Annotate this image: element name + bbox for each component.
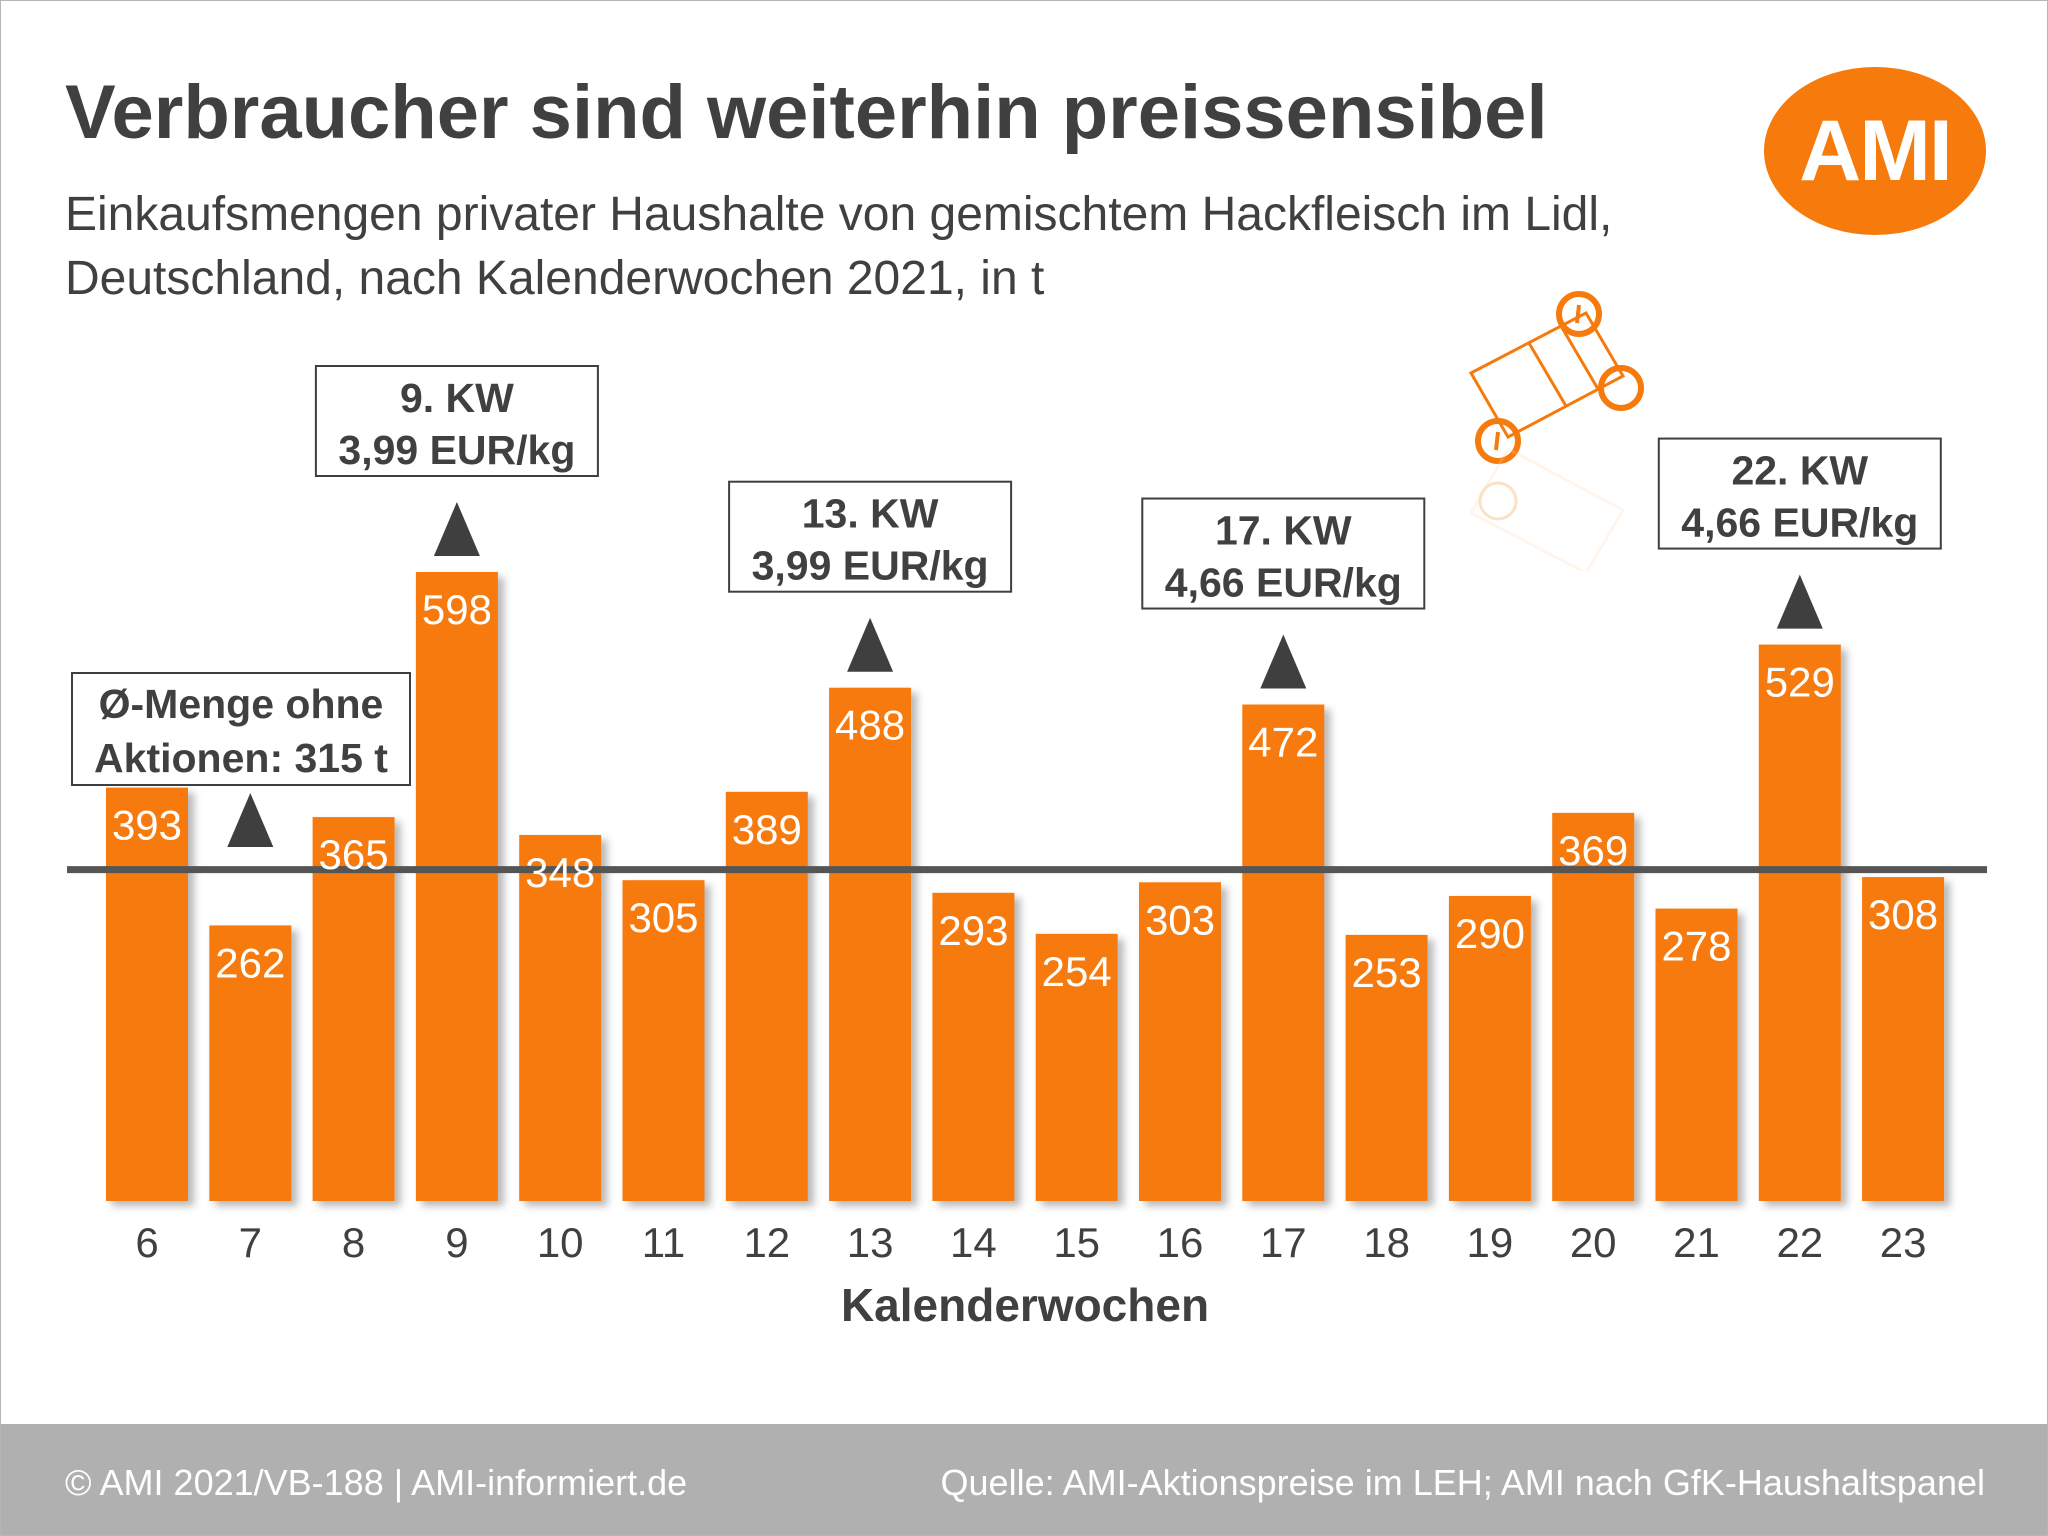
x-tick-label: 7 <box>239 1219 262 1266</box>
annotation-line-2: 3,99 EUR/kg <box>752 543 989 589</box>
annotation-box-border <box>314 365 599 477</box>
chart-title: Verbraucher sind weiterhin preissensibel <box>65 70 1548 155</box>
annotation-kw-13: 13. KW 3,99 EUR/kg <box>728 480 1013 593</box>
x-tick-label: 17 <box>1260 1219 1307 1266</box>
bar-value-label: 253 <box>1352 949 1422 996</box>
x-tick-label: 20 <box>1570 1219 1617 1266</box>
x-tick-label: 14 <box>950 1219 997 1266</box>
bar-value-label: 369 <box>1558 827 1628 874</box>
bar-kw-19 <box>1448 895 1531 1201</box>
bar-kw-8 <box>312 817 395 1201</box>
x-axis-label: Kalenderwochen <box>841 1279 1209 1331</box>
bar-value-label: 305 <box>628 894 698 941</box>
bar-value-label: 308 <box>1868 891 1938 938</box>
triangle-up-icon <box>1776 574 1823 629</box>
bar-value-label: 303 <box>1145 896 1215 943</box>
annotation-line-1: 22. KW <box>1731 448 1868 494</box>
x-tick-label: 6 <box>135 1219 158 1266</box>
x-tick-label: 15 <box>1053 1219 1100 1266</box>
triangle-up-icon <box>1260 634 1307 689</box>
annotation-box-border <box>1141 497 1426 610</box>
bar-value-label: 365 <box>319 831 389 878</box>
bar-kw-13 <box>829 687 912 1201</box>
annotation-kw-22: 22. KW 4,66 EUR/kg <box>1657 437 1942 550</box>
annotation-line-2: 4,66 EUR/kg <box>1681 500 1918 546</box>
bar-kw-9 <box>415 572 498 1201</box>
average-annotation: Ø-Menge ohne Aktionen: 315 t <box>71 672 411 786</box>
x-tick-label: 10 <box>537 1219 584 1266</box>
subtitle-line-2: Deutschland, nach Kalenderwochen 2021, i… <box>65 252 1045 305</box>
bar-chart: 6 7 8 9 10 11 12 13 14 15 16 17 18 19 20 21 22 23 Kalende… <box>67 365 1987 1331</box>
footer-bar: © AMI 2021/VB-188 | AMI-informiert.de Qu… <box>1 1424 2047 1535</box>
footer-source: Quelle: AMI-Aktionspreise im LEH; AMI na… <box>940 1462 1985 1503</box>
bar-value-label: 293 <box>938 907 1008 954</box>
annotation-box-border <box>728 480 1013 593</box>
x-tick-label: 11 <box>642 1219 686 1266</box>
subtitle-line-1: Einkaufsmengen privater Haushalte von ge… <box>65 188 1613 241</box>
average-label-line-1: Ø-Menge ohne <box>99 681 384 727</box>
triangle-up-icon <box>433 502 480 556</box>
x-tick-label: 23 <box>1880 1219 1927 1266</box>
x-tick-label: 19 <box>1467 1219 1514 1266</box>
bar-value-label: 488 <box>835 702 905 749</box>
x-tick-label: 8 <box>342 1219 365 1266</box>
bar-value-label: 529 <box>1765 659 1835 706</box>
annotation-box-border <box>1657 437 1942 550</box>
bar-kw-11 <box>622 880 705 1201</box>
bar-kw-17 <box>1242 704 1325 1201</box>
bar-kw-15 <box>1035 933 1118 1201</box>
x-tick-label: 16 <box>1157 1219 1204 1266</box>
annotation-line-1: 9. KW <box>400 375 514 421</box>
bar-value-label: 348 <box>525 849 595 896</box>
bar-value-label: 472 <box>1248 719 1318 766</box>
annotation-line-1: 13. KW <box>802 491 939 537</box>
bar-kw-22 <box>1758 644 1841 1201</box>
bar-kw-10 <box>519 834 602 1201</box>
triangle-up-icon <box>227 793 274 847</box>
bar-kw-16 <box>1139 882 1221 1201</box>
x-tick-label: 22 <box>1776 1219 1823 1266</box>
bar-kw-7 <box>209 925 292 1201</box>
x-tick-label: 18 <box>1363 1219 1410 1266</box>
bar-kw-18 <box>1345 934 1428 1201</box>
annotation-kw-17: 17. KW 4,66 EUR/kg <box>1141 497 1426 610</box>
bar-value-label: 393 <box>112 802 182 849</box>
bar-kw-23 <box>1862 877 1945 1201</box>
bar-value-label: 254 <box>1042 948 1112 995</box>
annotation-line-2: 3,99 EUR/kg <box>338 427 575 473</box>
bar-kw-14 <box>932 892 1015 1201</box>
bar-value-label: 262 <box>215 939 285 986</box>
annotation-box-border <box>71 672 411 786</box>
bar-value-label: 389 <box>732 806 802 853</box>
bar-value-label: 290 <box>1455 910 1525 957</box>
scale-icon <box>1468 291 1644 571</box>
footer-copyright: © AMI 2021/VB-188 | AMI-informiert.de <box>65 1462 688 1503</box>
annotation-kw-9: 9. KW 3,99 EUR/kg <box>314 365 599 477</box>
x-tick-label: 21 <box>1673 1219 1720 1266</box>
annotation-line-2: 4,66 EUR/kg <box>1165 560 1402 606</box>
bar-value-label: 598 <box>422 586 492 633</box>
x-tick-label: 13 <box>847 1219 894 1266</box>
bar-kw-12 <box>725 791 808 1201</box>
bar-value-label: 278 <box>1661 923 1731 970</box>
x-tick-label: 9 <box>445 1219 468 1266</box>
bar-kw-21 <box>1655 908 1738 1201</box>
bar-kw-6 <box>106 787 188 1201</box>
chart-subtitle: Einkaufsmengen privater Haushalte von ge… <box>65 183 1765 311</box>
ami-logo: AMI <box>1764 67 1986 235</box>
bar-kw-20 <box>1552 812 1635 1201</box>
x-tick-label: 12 <box>743 1219 790 1266</box>
average-label-line-2: Aktionen: 315 t <box>94 735 388 781</box>
annotation-line-1: 17. KW <box>1215 508 1352 554</box>
triangle-up-icon <box>847 617 894 672</box>
